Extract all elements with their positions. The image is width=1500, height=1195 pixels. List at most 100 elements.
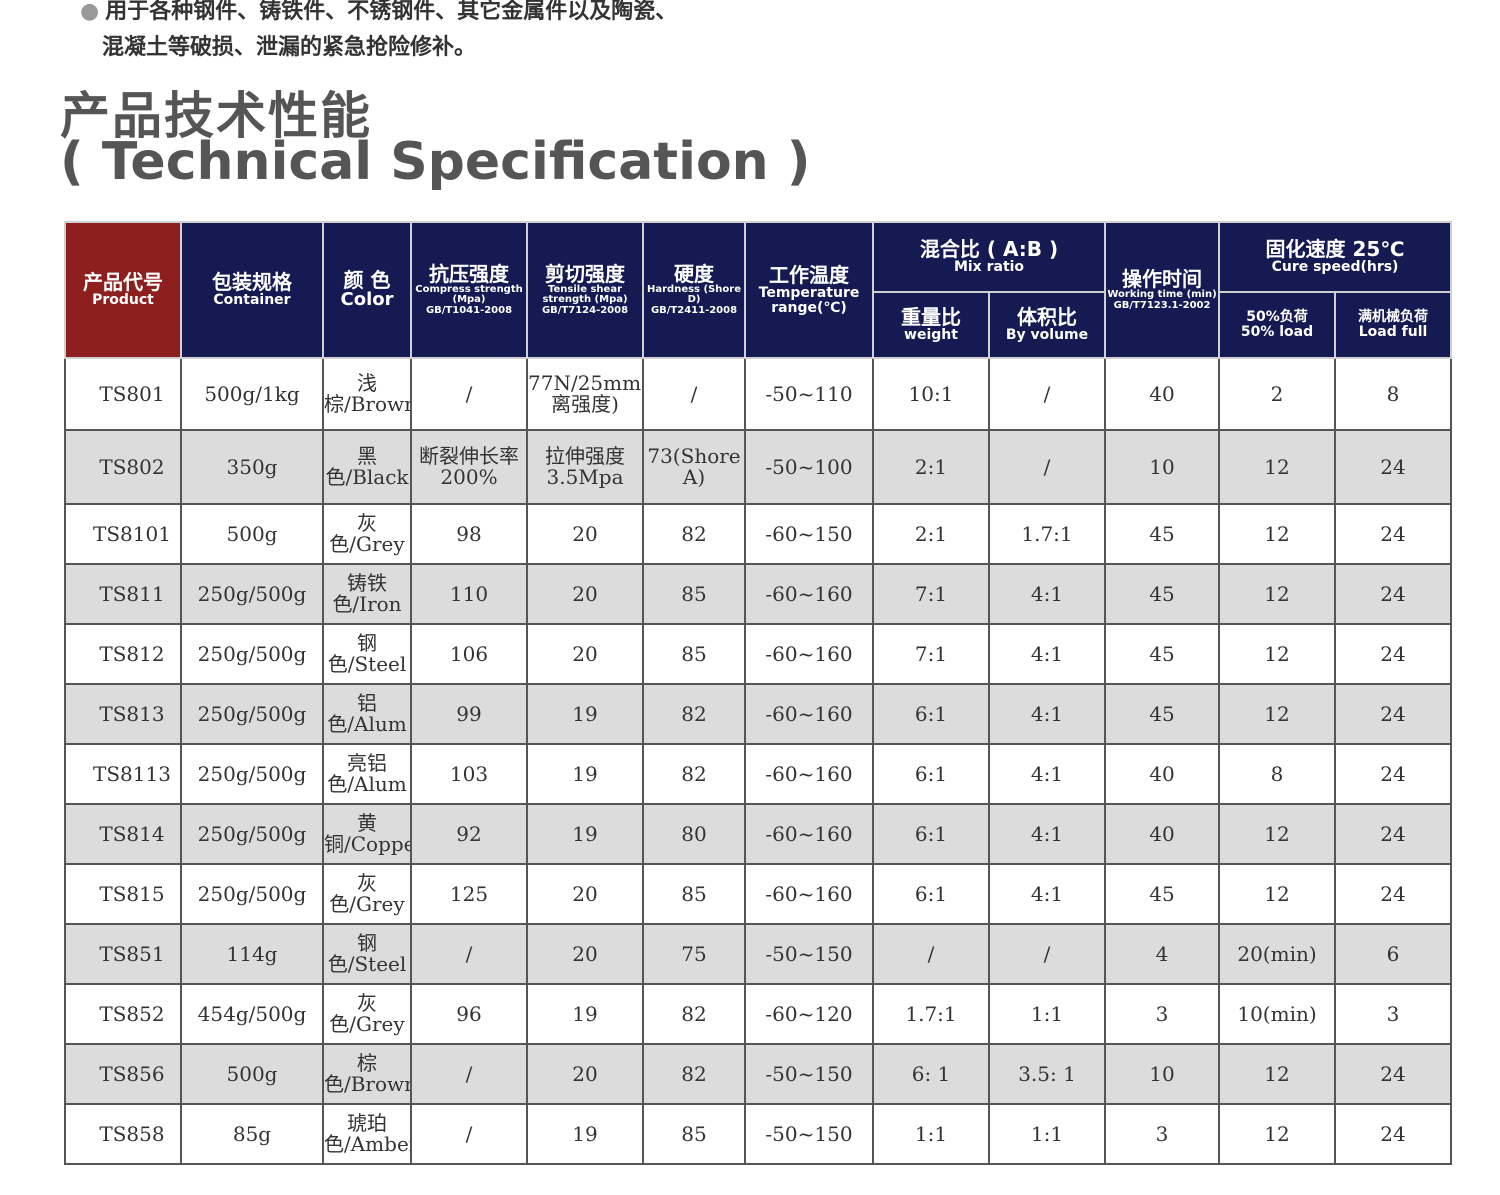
cell-compress: / [410, 923, 528, 985]
header-hardness-en: Hardness (Shore D) [647, 283, 741, 306]
cell-temperature: -50~100 [744, 429, 874, 505]
cell-working-time: 45 [1104, 683, 1221, 745]
cell-product: TS8101 [64, 503, 182, 565]
cell-weight-ratio: 6:1 [872, 683, 990, 745]
cell-container: 250g/500g [180, 743, 324, 805]
cell-working-time: 40 [1104, 803, 1221, 865]
header-tensile: 剪切强度 Tensile shear strength (Mpa) GB/T71… [526, 221, 644, 359]
cell-container: 250g/500g [180, 623, 324, 685]
cell-tensile: 20 [526, 1043, 644, 1105]
cell-color: 铸铁色/Iron [322, 563, 412, 625]
cell-compress: 99 [410, 683, 528, 745]
header-temperature-cn: 工作温度 [769, 262, 849, 287]
cell-temperature: -60~160 [744, 563, 874, 625]
cell-weight-ratio: 6: 1 [872, 1043, 990, 1105]
header-weight: 重量比 weight [872, 291, 990, 359]
cell-compress: 96 [410, 983, 528, 1045]
header-hardness-cn: 硬度 [674, 261, 714, 286]
cell-volume-ratio: 1:1 [987, 1103, 1107, 1165]
header-color: 颜 色 Color [322, 221, 412, 359]
header-cure-cn: 固化速度 25℃ [1265, 237, 1405, 262]
header-container: 包装规格 Container [180, 221, 324, 359]
header-container-en: Container [213, 292, 291, 309]
header-full-load: 满机械负荷 Load full [1334, 291, 1453, 359]
cell-color: 铝色/Alum [322, 683, 412, 745]
cell-hardness: 85 [642, 563, 746, 625]
header-compress-std: GB/T1041-2008 [425, 304, 513, 316]
cell-temperature: -60~160 [744, 743, 874, 805]
section-title-cn: 产品技术性能 [60, 87, 372, 145]
cell-working-time: 40 [1104, 743, 1221, 805]
cell-full-load-cure: 24 [1334, 563, 1453, 625]
cell-color: 灰色/Grey [322, 983, 412, 1045]
cell-compress: 98 [410, 503, 528, 565]
cell-half-load-cure: 12 [1218, 683, 1337, 745]
cell-temperature: -60~160 [744, 683, 874, 745]
cell-temperature: -60~120 [744, 983, 874, 1045]
cell-volume-ratio: 4:1 [987, 563, 1107, 625]
cell-half-load-cure: 2 [1218, 357, 1337, 431]
cell-temperature: -60~160 [744, 863, 874, 925]
cell-working-time: 10 [1104, 429, 1221, 505]
cell-weight-ratio: 1.7:1 [872, 983, 990, 1045]
cell-volume-ratio: / [987, 429, 1107, 505]
header-volume-cn: 体积比 [1017, 305, 1077, 330]
table-row: TS851 114g 钢色/Steel/20 75 -50~150//4 20(min) 6 [64, 923, 1453, 985]
cell-product: TS813 [64, 683, 182, 745]
cell-tensile: 20 [526, 563, 644, 625]
cell-hardness: 85 [642, 863, 746, 925]
cell-half-load-cure: 12 [1218, 563, 1337, 625]
header-mix-ratio: 混合比 ( A:B ) Mix ratio [871, 221, 1107, 293]
cell-product: TS802 [64, 429, 182, 505]
header-mix-cn: 混合比 ( A:B ) [919, 237, 1059, 262]
cell-container: 250g/500g [180, 863, 324, 925]
cell-product: TS815 [64, 863, 182, 925]
cell-color: 钢色/Steel [322, 623, 412, 685]
cell-hardness: 82 [642, 683, 746, 745]
spec-table: 产品代号 Product 包装规格 Container 颜 色 Color 抗压… [64, 221, 1453, 1165]
cell-full-load-cure: 8 [1334, 357, 1453, 431]
cell-working-time: 45 [1104, 863, 1221, 925]
cell-weight-ratio: 6:1 [872, 743, 990, 805]
header-hardness: 硬度 Hardness (Shore D) GB/T2411-2008 [642, 221, 746, 359]
cell-color: 黑色/Black [322, 429, 412, 505]
cell-temperature: -50~150 [744, 1043, 874, 1105]
cell-product: TS8113 [64, 743, 182, 805]
cell-working-time: 45 [1104, 563, 1221, 625]
cell-container: 500g [180, 503, 324, 565]
cell-container: 250g/500g [180, 563, 324, 625]
cell-full-load-cure: 24 [1334, 623, 1453, 685]
cell-container: 114g [180, 923, 324, 985]
header-tensile-en: Tensile shear strength (Mpa) [542, 283, 628, 306]
cell-tensile: 77N/25mm(剥离强度) [526, 357, 644, 431]
cell-working-time: 10 [1104, 1043, 1221, 1105]
cell-hardness: 85 [642, 1103, 746, 1165]
header-volume-en: By volume [1005, 327, 1089, 344]
cell-half-load-cure: 8 [1218, 743, 1337, 805]
cell-product: TS852 [64, 983, 182, 1045]
cell-product: TS851 [64, 923, 182, 985]
table-row: TS8101 500g 灰色/Grey 98 20 82 -60~150 2:1 1.7:1 45… [64, 503, 1453, 565]
header-temperature-en: Temperature range(℃) [758, 284, 860, 316]
cell-full-load-cure: 24 [1334, 803, 1453, 865]
header-color-en: Color [340, 289, 394, 311]
cell-volume-ratio: 4:1 [987, 683, 1107, 745]
header-working-std: GB/T7123.1-2002 [1113, 299, 1211, 311]
cell-volume-ratio: 4:1 [987, 863, 1107, 925]
cell-product: TS801 [64, 357, 182, 431]
cell-volume-ratio: 1:1 [987, 983, 1107, 1045]
cell-color: 钢色/Steel [322, 923, 412, 985]
header-compress-cn: 抗压强度 [429, 261, 509, 286]
cell-volume-ratio: / [987, 923, 1107, 985]
cell-container: 250g/500g [180, 803, 324, 865]
cell-temperature: -60~160 [744, 803, 874, 865]
cell-half-load-cure: 12 [1218, 1043, 1337, 1105]
cell-weight-ratio: 7:1 [872, 563, 990, 625]
cell-color: 浅棕/Brown [322, 357, 412, 431]
cell-container: 454g/500g [180, 983, 324, 1045]
header-cure-speed: 固化速度 25℃ Cure speed(hrs) [1218, 221, 1453, 293]
header-product: 产品代号 Product [64, 221, 182, 359]
cell-weight-ratio: 1:1 [872, 1103, 990, 1165]
cell-half-load-cure: 20(min) [1218, 923, 1337, 985]
table-row: TS812 250g/500g 钢色/Steel 106 20 85 -60~160 7:1 4… [64, 623, 1453, 685]
